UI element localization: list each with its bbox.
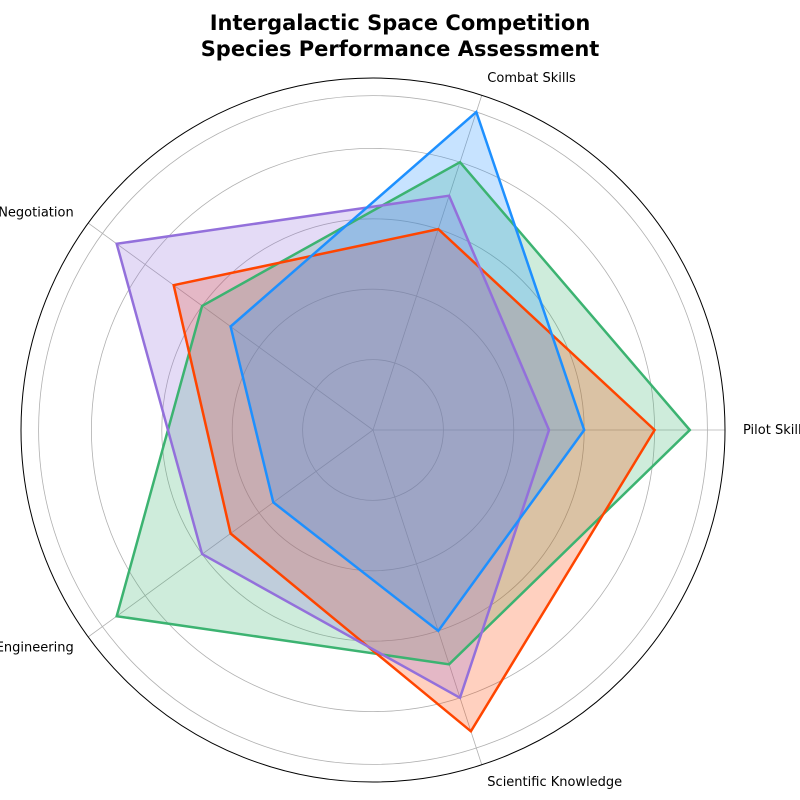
- series-3-area: [116, 195, 549, 698]
- chart-title-line-1: Intergalactic Space Competition: [209, 11, 591, 35]
- series-layer: [115, 109, 692, 734]
- chart-title: Intergalactic Space Competition Species …: [0, 10, 800, 62]
- axis-label-engineering: Engineering: [0, 641, 74, 656]
- series-2-area: [173, 229, 655, 732]
- series-4-line: [229, 109, 586, 633]
- series-3-line: [115, 194, 551, 700]
- series-1-line: [115, 160, 692, 666]
- axis-label-negotiation: Negotiation: [0, 206, 74, 221]
- axis-label-scientific-knowledge: Scientific Knowledge: [487, 775, 622, 790]
- axis-label-pilot-skills: Pilot Skills: [743, 423, 800, 438]
- chart-title-line-2: Species Performance Assessment: [200, 37, 600, 61]
- axis-labels: Pilot Skills Combat Skills Negotiation Engi…: [0, 71, 800, 790]
- series-2-line: [172, 227, 657, 734]
- series-4-area: [230, 112, 585, 631]
- axis-spoke-2: [372, 95, 483, 431]
- axis-label-combat-skills: Combat Skills: [487, 71, 576, 86]
- polar-frame: [20, 77, 726, 783]
- series-1-area: [116, 162, 690, 665]
- grid: [38, 95, 725, 765]
- axis-spoke-5: [372, 429, 483, 765]
